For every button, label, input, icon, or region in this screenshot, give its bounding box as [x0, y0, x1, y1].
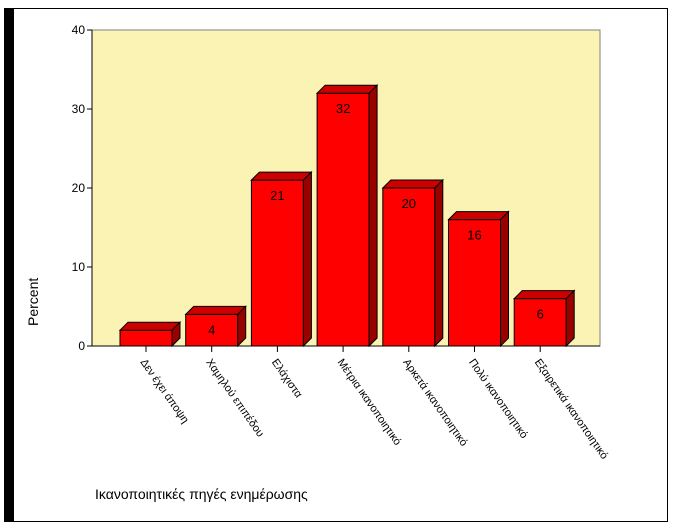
bar-top [447, 211, 510, 221]
bar-data-label: 32 [336, 101, 350, 116]
bar-data-label: 16 [467, 228, 481, 243]
bar-top [381, 179, 445, 189]
x-tick-label: Αρκετά ικανοποιητικό [400, 357, 469, 449]
bar-side [500, 210, 509, 348]
x-tick-label: Ελάχιστα [269, 357, 305, 401]
bars-group: 4 21 32 20 16 6 [118, 83, 576, 348]
bar-top [250, 171, 313, 181]
bar [512, 289, 576, 348]
bar-top [118, 321, 182, 331]
bar-front [250, 179, 304, 347]
y-tick-label: 30 [72, 102, 86, 116]
frame-left-edge [4, 8, 14, 522]
y-tick-label: 10 [72, 260, 86, 274]
x-tick-label: Χαμηλού επιπέδου [203, 357, 266, 440]
bar [118, 320, 182, 348]
bar-side [171, 320, 181, 348]
bar-data-label: 4 [208, 322, 215, 337]
bar-top [184, 305, 247, 315]
bar-front [382, 187, 436, 347]
bar [315, 83, 379, 348]
bar-side [434, 178, 444, 348]
bar-side [565, 289, 575, 348]
y-tick-label: 40 [72, 23, 86, 37]
bar-front [316, 92, 370, 347]
bar-side [237, 305, 247, 348]
bar [381, 178, 445, 348]
x-tick-label: Δεν έχει άποψη [138, 357, 191, 426]
bar [184, 305, 247, 348]
bar-side [368, 83, 378, 348]
bar [250, 170, 313, 348]
bar-data-label: 21 [270, 188, 284, 203]
bar-front [513, 298, 567, 347]
x-tick-label: Πολύ ικανοποιητικό [466, 357, 530, 441]
bar-top [315, 84, 379, 94]
x-axis-title: Ικανοποιητικές πηγές ενημέρωσης [95, 486, 308, 502]
bar-top [512, 290, 576, 300]
x-tick-label: Μέτρια ικανοποιητικό [335, 357, 404, 448]
bar-data-label: 20 [402, 196, 416, 211]
y-tick-label: 0 [78, 339, 85, 353]
bar [447, 210, 510, 348]
y-tick-label: 20 [72, 181, 86, 195]
bar-side [302, 170, 312, 348]
bar-front [119, 329, 173, 347]
x-tick-label: Εξαιρετικά ικανοποιητικό [532, 357, 610, 462]
y-axis-label: Percent [25, 278, 41, 326]
bar-data-label: 6 [537, 307, 544, 322]
